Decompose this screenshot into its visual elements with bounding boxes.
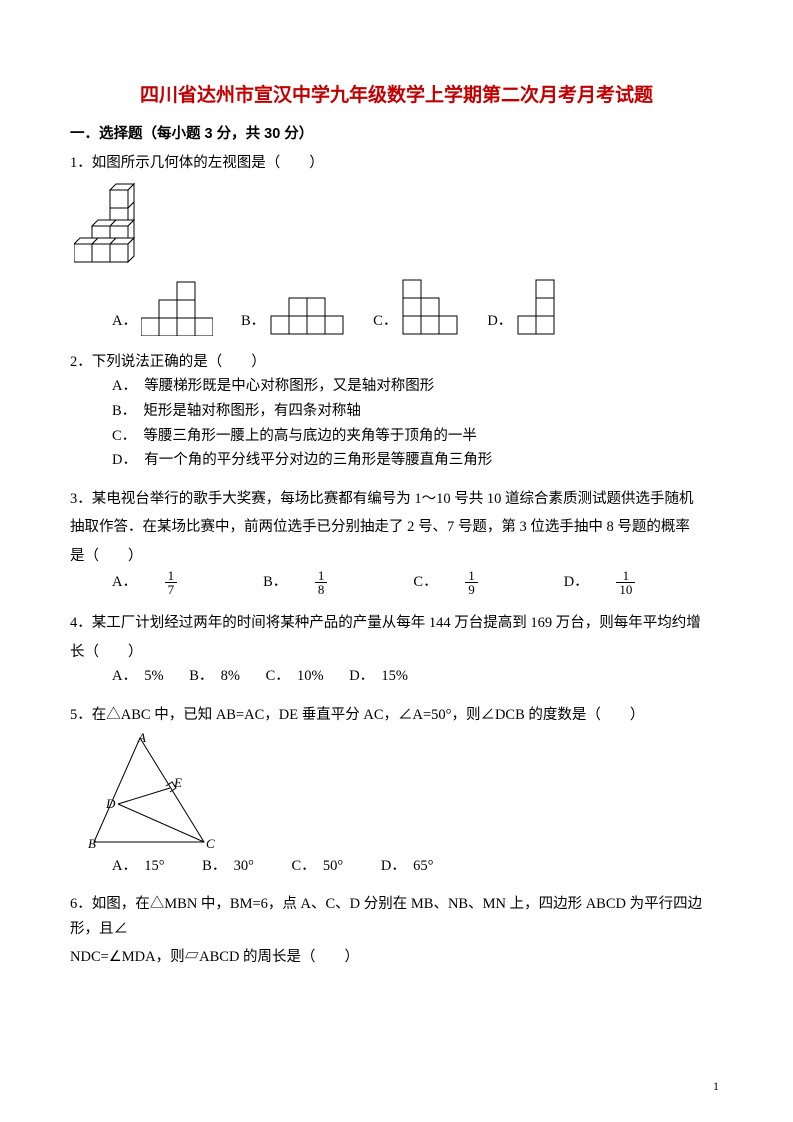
q6-text1: 6．如图，在△MBN 中，BM=6，点 A、C、D 分别在 MB、NB、MN 上… [70, 892, 723, 941]
page-number: 1 [713, 1076, 719, 1096]
q3-text1: 3．某电视台举行的歌手大奖赛，每场比赛都有编号为 1～10 号共 10 道综合素… [70, 487, 723, 512]
q6-text2: NDC=∠MDA，则▱ABCD 的周长是（ ） [70, 945, 723, 970]
q3-B: B． [263, 574, 287, 590]
q4-text2: 长（ ） [70, 640, 723, 665]
q4-text1: 4．某工厂计划经过两年的时间将某种产品的产量从每年 144 万台提高到 169 … [70, 611, 723, 636]
q1-optD-svg [516, 278, 556, 336]
q2-C: C． 等腰三角形一腰上的高与底边的夹角等于顶角的一半 [112, 424, 723, 449]
q2-A: A． 等腰梯形既是中心对称图形，又是轴对称图形 [112, 374, 723, 399]
q4-D: D． 15% [349, 668, 408, 684]
q5-text: 5．在△ABC 中，已知 AB=AC，DE 垂直平分 AC，∠A=50°，则∠D… [70, 703, 723, 728]
q1-A: A． [112, 309, 137, 334]
q5-D: D． 65° [381, 858, 434, 874]
q5-B: B． 30° [202, 858, 254, 874]
q5-options: A． 15° B． 30° C． 50° D． 65° [70, 854, 723, 879]
q1-optC-svg [401, 278, 459, 336]
q5-lblB: B [88, 836, 96, 851]
q3-D: D． [564, 574, 589, 590]
q3-options: A． 17 B． 18 C． 19 D． 110 [70, 569, 723, 597]
q5-figure: A B C D E [88, 732, 723, 852]
q1-text: 1．如图所示几何体的左视图是（ ） [70, 151, 723, 176]
q5-A: A． 15° [112, 858, 165, 874]
q5-lblC: C [206, 836, 215, 851]
q4-options: A． 5% B． 8% C． 10% D． 15% [70, 664, 723, 689]
q3-A: A． [112, 574, 137, 590]
q1-D: D． [487, 309, 512, 334]
q1-optB-svg [269, 296, 345, 336]
q2-B: B． 矩形是轴对称图形，有四条对称轴 [112, 399, 723, 424]
section-header: 一．选择题（每小题 3 分，共 30 分） [70, 122, 723, 147]
q3-text2: 抽取作答．在某场比赛中，前两位选手已分别抽走了 2 号、7 号题，第 3 位选手… [70, 515, 723, 540]
page-title: 四川省达州市宣汉中学九年级数学上学期第二次月考月考试题 [70, 80, 723, 112]
q1-B: B． [241, 309, 265, 334]
q2-text: 2．下列说法正确的是（ ） [70, 350, 723, 375]
q5-lblD: D [105, 796, 116, 811]
q4-B: B． 8% [189, 668, 240, 684]
q3-C: C． [413, 574, 437, 590]
q3-text3: 是（ ） [70, 544, 723, 569]
q4-C: C． 10% [266, 668, 324, 684]
q1-options: A． B． C． [70, 278, 723, 336]
q1-optA-svg [141, 280, 213, 336]
q2-D: D． 有一个角的平分线平分对边的三角形是等腰直角三角形 [112, 448, 723, 473]
q5-lblA: A [137, 732, 146, 745]
q1-C: C． [373, 309, 397, 334]
q4-A: A． 5% [112, 668, 164, 684]
q2-options: A． 等腰梯形既是中心对称图形，又是轴对称图形 B． 矩形是轴对称图形，有四条对… [70, 374, 723, 473]
q5-lblE: E [173, 775, 182, 790]
q1-solid-figure [74, 182, 723, 274]
q5-C: C． 50° [292, 858, 344, 874]
